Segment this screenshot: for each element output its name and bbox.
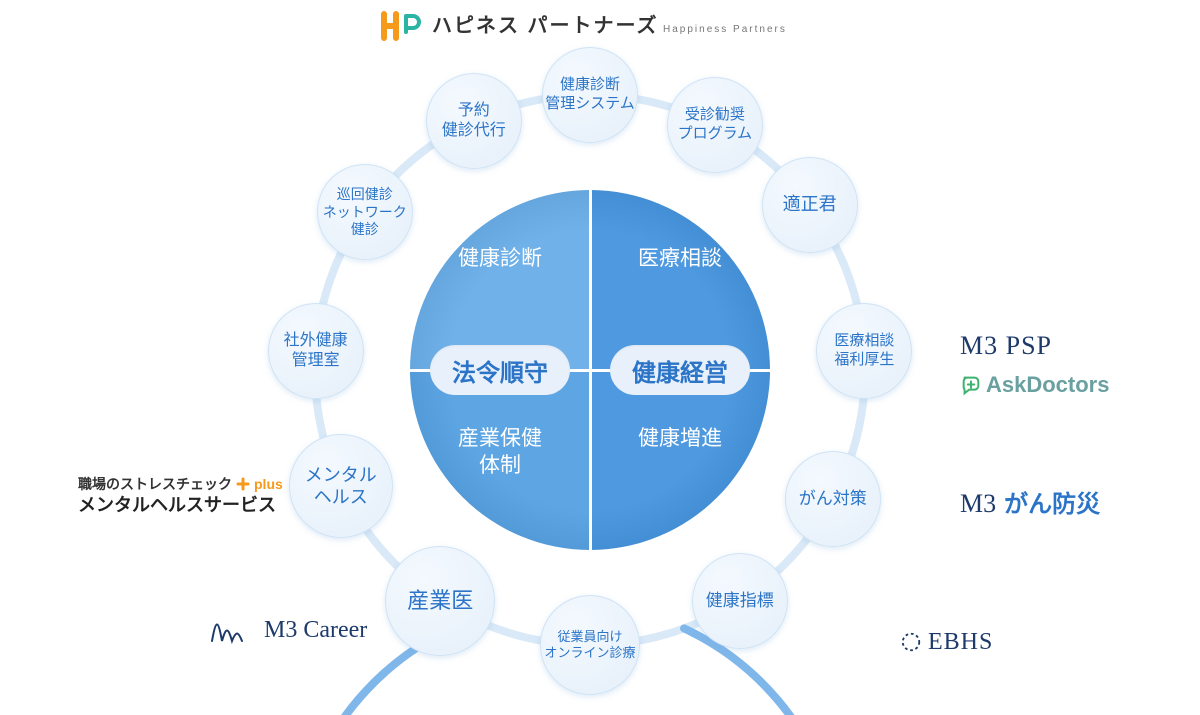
- brand-happiness-partners: ハピネス パートナーズ Happiness Partners: [380, 8, 787, 44]
- stress-plus: plus: [254, 476, 283, 493]
- node-n-gan: がん対策: [785, 451, 881, 547]
- node-n-tekisei: 適正君: [762, 157, 858, 253]
- pill-right: 健康経営: [610, 345, 750, 395]
- diagram-stage: 健康診断 医療相談産業保健 体制 健康増進 法令順守健康経営 予約 健診代行健康診断 …: [0, 0, 1200, 715]
- ebhs-text: EBHS: [928, 628, 993, 657]
- node-n-junkai: 巡回健診 ネットワーク 健診: [317, 164, 413, 260]
- node-n-mental: メンタル ヘルス: [289, 434, 393, 538]
- brand-stress-check: 職場のストレスチェック plus メンタルヘルスサービス: [78, 476, 283, 516]
- node-n-iryo: 医療相談 福利厚生: [816, 303, 912, 399]
- pie-label-tr: 医療相談: [610, 245, 750, 272]
- m3career-wave-icon: [210, 615, 254, 645]
- node-n-yoyaku: 予約 健診代行: [426, 73, 522, 169]
- node-n-shihyo: 健康指標: [692, 553, 788, 649]
- brand-m3-gan: M3 がん防災: [960, 488, 1100, 520]
- hp-name-jp: ハピネス パートナーズ: [432, 15, 659, 37]
- plus-icon: [236, 477, 250, 491]
- stress-line2: メンタルヘルスサービス: [78, 495, 283, 517]
- hp-logo-icon: [380, 8, 422, 44]
- askdoctors-text: AskDoctors: [986, 372, 1109, 398]
- node-n-sangyoi: 産業医: [385, 546, 495, 656]
- askdoctors-icon: [960, 374, 982, 396]
- node-n-online: 従業員向け オンライン診療: [540, 595, 640, 695]
- pill-left: 法令順守: [430, 345, 570, 395]
- brand-askdoctors: AskDoctors: [960, 372, 1109, 398]
- hp-name-en: Happiness Partners: [663, 24, 787, 35]
- ebhs-icon: [900, 631, 922, 653]
- pie-label-br: 健康増進: [610, 425, 750, 452]
- brand-m3-career: M3 Career: [210, 615, 367, 645]
- brand-m3psp: M3 PSP: [960, 330, 1052, 361]
- m3career-text: M3 Career: [264, 616, 367, 645]
- m3gan-text: がん防災: [1004, 491, 1100, 520]
- node-n-kenshin: 健康診断 管理システム: [542, 47, 638, 143]
- brand-ebhs: EBHS: [900, 628, 993, 657]
- stress-line1a: 職場のストレスチェック: [78, 476, 232, 493]
- pie-label-bl: 産業保健 体制: [430, 425, 570, 480]
- central-pie: 健康診断 医療相談産業保健 体制 健康増進 法令順守健康経営: [410, 190, 770, 550]
- pie-label-tl: 健康診断: [430, 245, 570, 272]
- node-n-shagai: 社外健康 管理室: [268, 303, 364, 399]
- m3gan-prefix: M3: [960, 488, 996, 519]
- m3psp-text: M3 PSP: [960, 330, 1052, 361]
- node-n-jushin: 受診勧奨 プログラム: [667, 77, 763, 173]
- pie-divider-v: [589, 190, 592, 550]
